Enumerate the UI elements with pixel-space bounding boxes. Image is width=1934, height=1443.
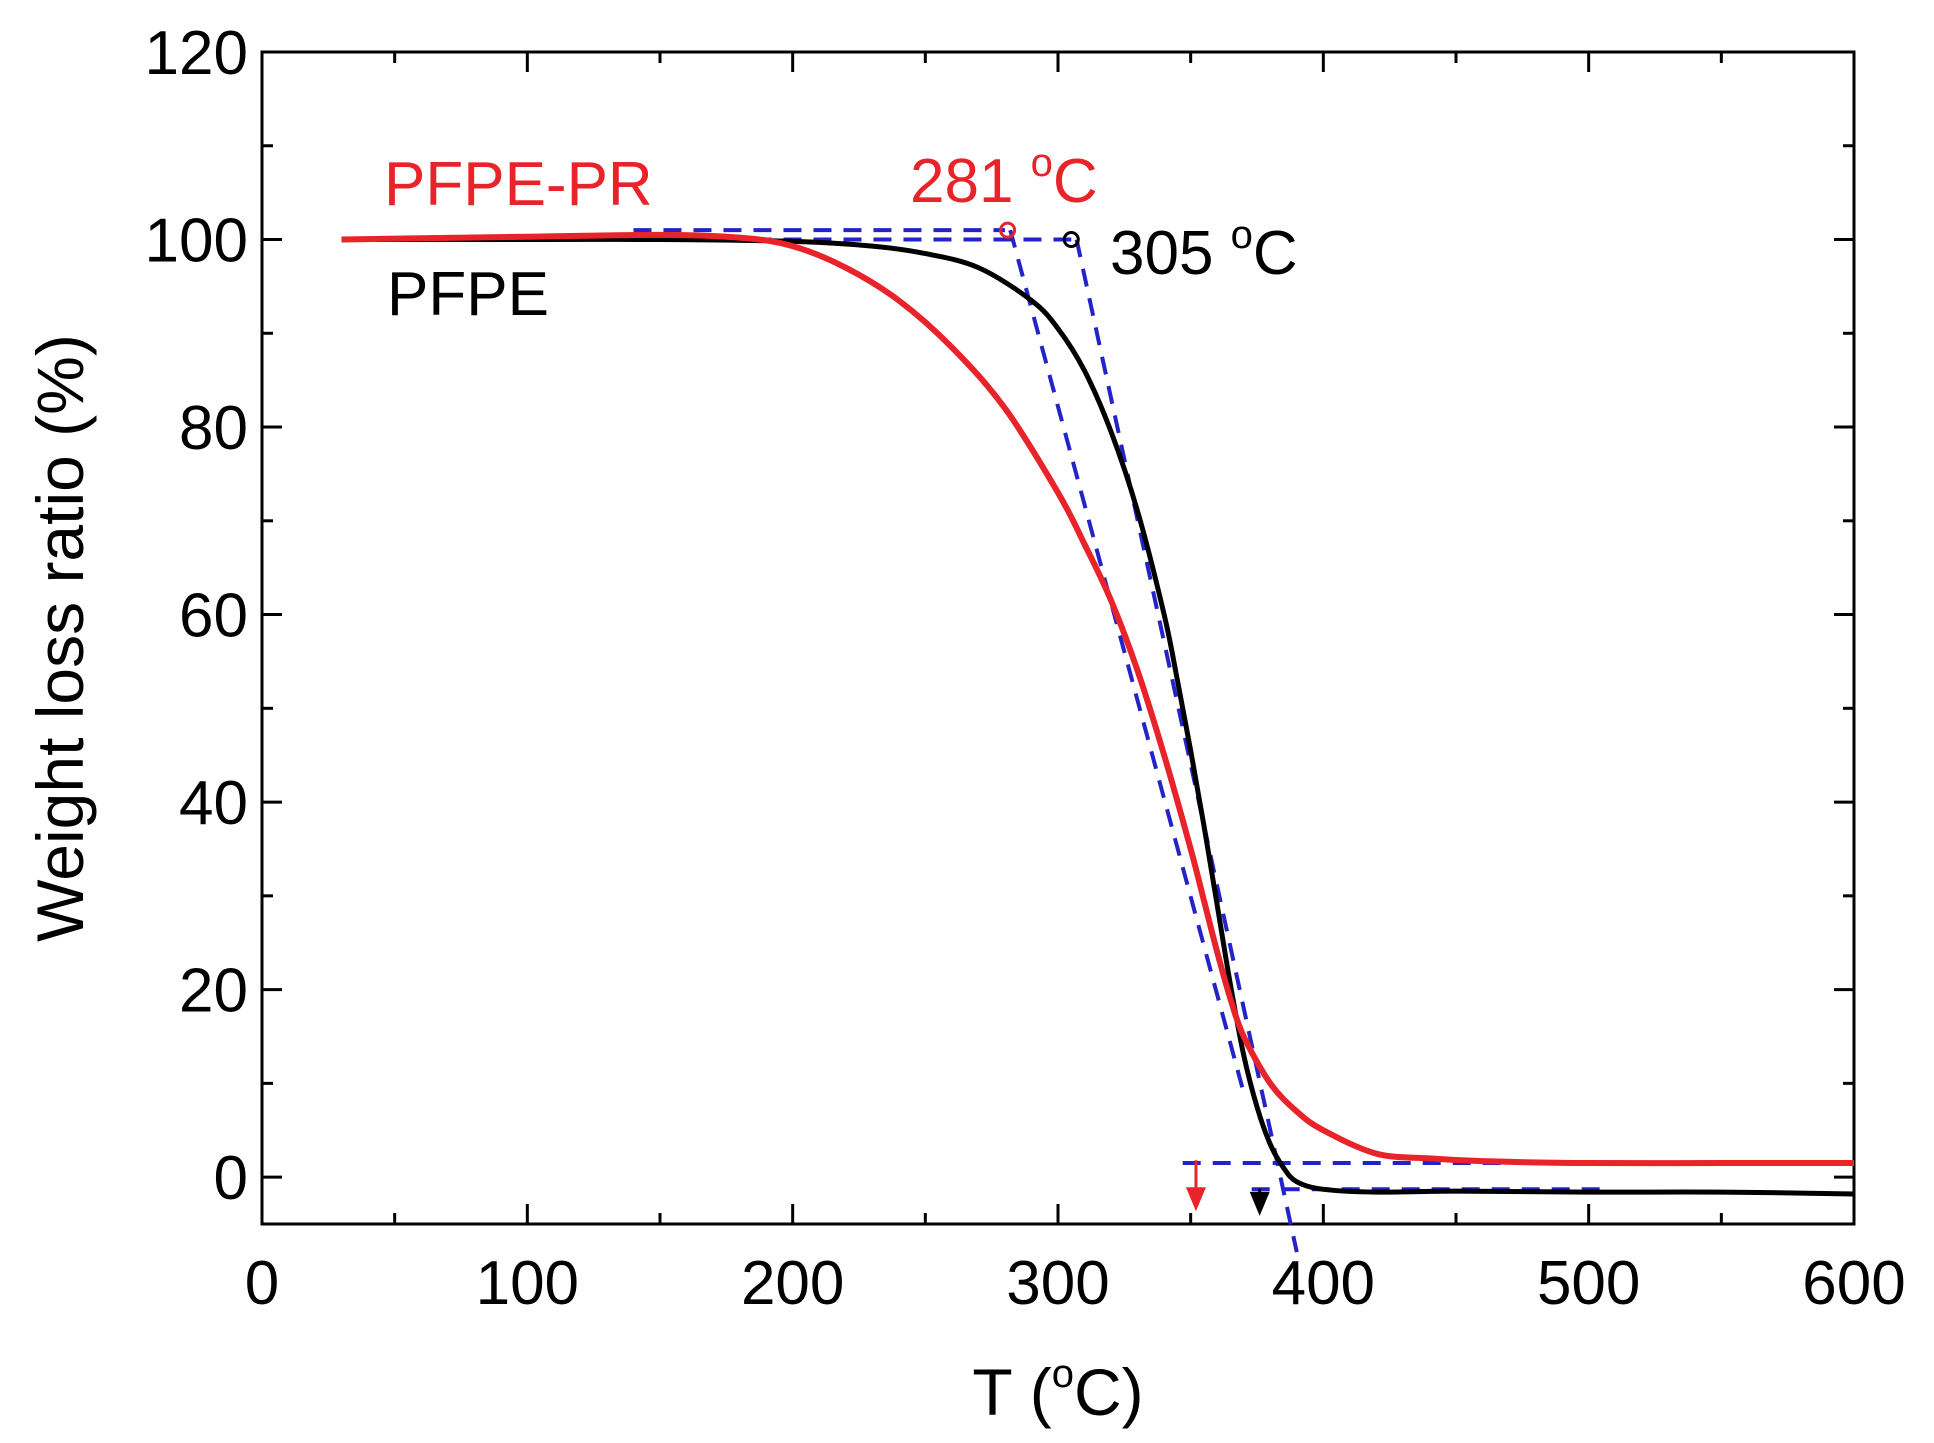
tangent-line bbox=[1008, 229, 1246, 1094]
y-axis-label: Weight loss ratio (%) bbox=[23, 334, 97, 942]
x-axis-tick-labels: 0 100 200 300 400 500 600 bbox=[245, 1249, 1906, 1318]
x-tick-label: 200 bbox=[741, 1249, 844, 1318]
plot-frame bbox=[260, 50, 1856, 1226]
x-tick-label: 500 bbox=[1537, 1249, 1640, 1318]
legend-entry-pfpe: PFPE bbox=[387, 260, 549, 329]
x-tick-label: 0 bbox=[245, 1249, 279, 1318]
annotation-pfpe-pr-onset: 281 oC bbox=[910, 141, 1098, 216]
end-arrow-head bbox=[1249, 1191, 1270, 1216]
end-arrows bbox=[1185, 1160, 1270, 1216]
y-tick-label: 40 bbox=[179, 769, 248, 838]
x-axis-label: T (oC) bbox=[972, 1352, 1143, 1429]
series-line-pfpe bbox=[341, 236, 1855, 1197]
y-axis-tick-labels: 0 20 40 60 80 100 120 bbox=[145, 19, 248, 1213]
annotation-pfpe-onset: 305 oC bbox=[1110, 213, 1298, 288]
x-tick-label: 100 bbox=[476, 1249, 579, 1318]
onset-point bbox=[999, 221, 1017, 239]
data-series bbox=[341, 231, 1855, 1197]
end-arrow-head bbox=[1185, 1187, 1206, 1212]
y-tick-label: 120 bbox=[145, 19, 248, 88]
y-tick-label: 0 bbox=[214, 1144, 248, 1213]
tangent-line bbox=[1074, 239, 1299, 1253]
x-tick-label: 300 bbox=[1006, 1249, 1109, 1318]
y-tick-label: 100 bbox=[145, 207, 248, 276]
series-line-pfpe-pr bbox=[341, 231, 1854, 1167]
y-tick-label: 20 bbox=[179, 957, 248, 1026]
legend-entry-pfpe-pr: PFPE-PR bbox=[384, 150, 653, 219]
y-axis-ticks bbox=[262, 50, 1854, 1179]
x-tick-label: 600 bbox=[1802, 1249, 1905, 1318]
y-tick-label: 80 bbox=[179, 394, 248, 463]
onset-point bbox=[1062, 231, 1080, 249]
x-tick-label: 400 bbox=[1272, 1249, 1375, 1318]
y-tick-label: 60 bbox=[179, 582, 248, 651]
x-axis-ticks bbox=[260, 52, 1856, 1224]
tangent-lines bbox=[633, 228, 1602, 1253]
onset-markers bbox=[999, 221, 1080, 249]
